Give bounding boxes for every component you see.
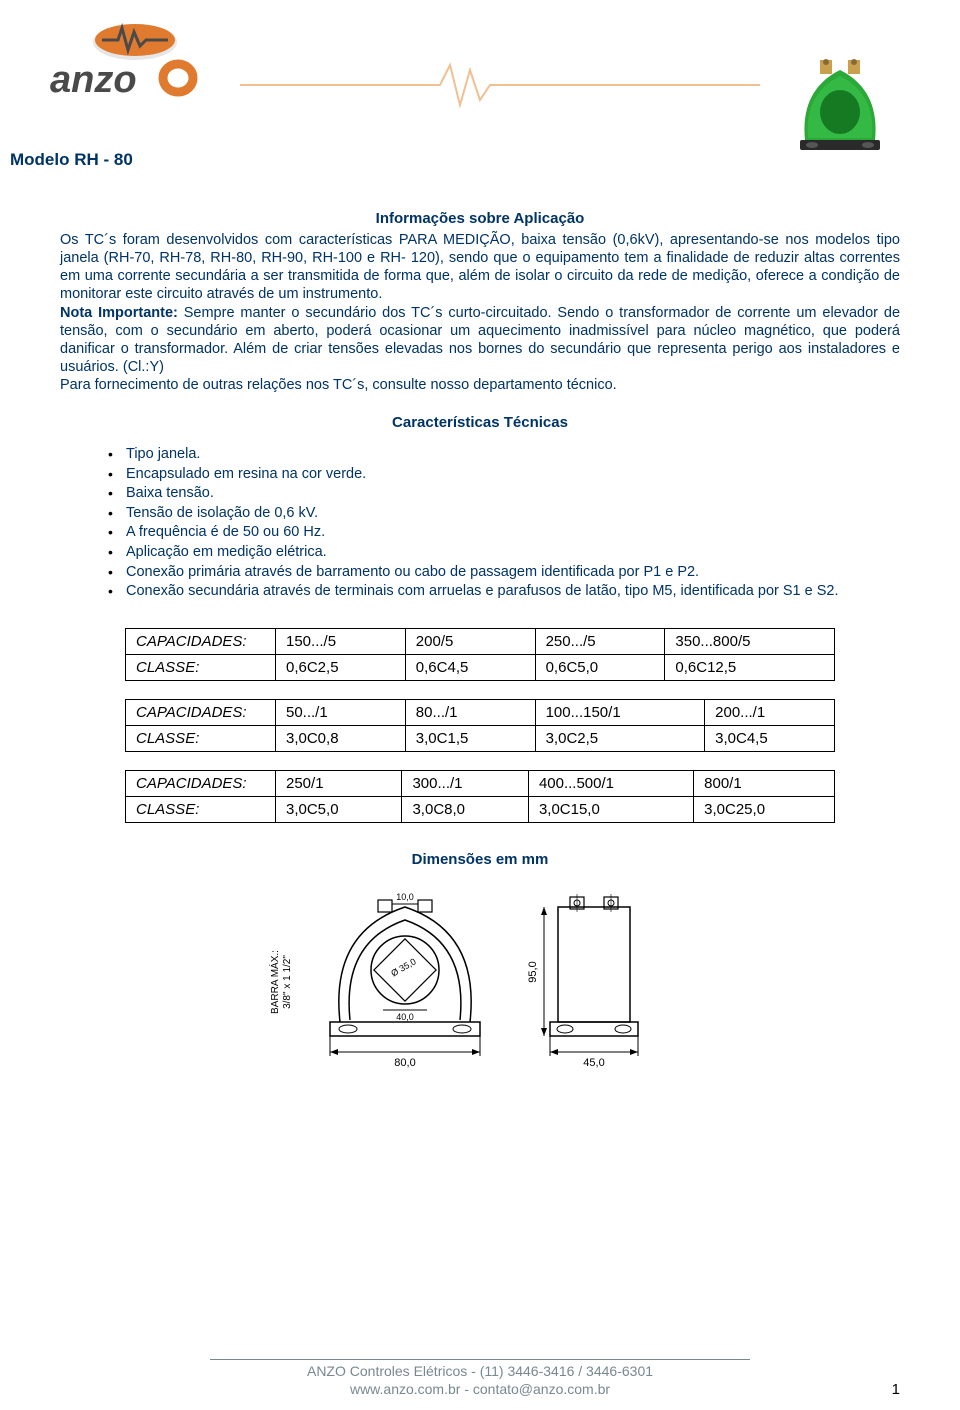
table-row: CAPACIDADES: 250/1 300.../1 400...500/1 … — [126, 770, 835, 796]
list-item: A frequência é de 50 ou 60 Hz. — [108, 523, 900, 543]
cell: 3,0C8,0 — [402, 796, 528, 822]
cell: 3,0C0,8 — [276, 725, 406, 751]
spec-table-3: CAPACIDADES: 250/1 300.../1 400...500/1 … — [125, 770, 835, 823]
svg-text:BARRA MÁX.:: BARRA MÁX.: — [268, 950, 281, 1014]
row-label: CAPACIDADES: — [126, 770, 276, 796]
row-label: CLASSE: — [126, 796, 276, 822]
cell: 300.../1 — [402, 770, 528, 796]
cell: 50.../1 — [276, 699, 406, 725]
model-title: Modelo RH - 80 — [10, 150, 900, 170]
company-logo: anzo — [40, 20, 240, 113]
cell: 200.../1 — [705, 699, 835, 725]
cell: 150.../5 — [276, 628, 406, 654]
row-label: CAPACIDADES: — [126, 699, 276, 725]
list-item: Tipo janela. — [108, 445, 900, 465]
table-row: CAPACIDADES: 50.../1 80.../1 100...150/1… — [126, 699, 835, 725]
cell: 3,0C25,0 — [694, 796, 835, 822]
footer-divider — [210, 1359, 750, 1360]
table-row: CLASSE: 3,0C5,0 3,0C8,0 3,0C15,0 3,0C25,… — [126, 796, 835, 822]
cell: 3,0C15,0 — [528, 796, 693, 822]
spec-table-1: CAPACIDADES: 150.../5 200/5 250.../5 350… — [125, 628, 835, 681]
svg-text:10,0: 10,0 — [396, 892, 414, 902]
features-list: Tipo janela. Encapsulado em resina na co… — [60, 445, 900, 602]
svg-text:45,0: 45,0 — [583, 1057, 604, 1069]
list-item: Baixa tensão. — [108, 484, 900, 504]
ecg-decoration — [240, 60, 760, 110]
page-header: anzo — [60, 20, 900, 140]
svg-text:3/8" x 1 1/2": 3/8" x 1 1/2" — [282, 954, 293, 1008]
cell: 100...150/1 — [535, 699, 705, 725]
cell: 350...800/5 — [665, 628, 835, 654]
product-image — [770, 40, 910, 163]
intro-last-line: Para fornecimento de outras relações nos… — [60, 377, 617, 393]
intro-text-1: Os TC´s foram desenvolvidos com caracter… — [60, 232, 900, 302]
cell: 0,6C2,5 — [276, 654, 406, 680]
intro-title: Informações sobre Aplicação — [60, 210, 900, 227]
list-item: Conexão secundária através de terminais … — [108, 582, 900, 602]
characteristics-title: Características Técnicas — [60, 414, 900, 431]
dimensions-drawing: BARRA MÁX.: 3/8" x 1 1/2" 10,0 Ø 35,0 — [60, 882, 900, 1075]
row-label: CAPACIDADES: — [126, 628, 276, 654]
list-item: Tensão de isolação de 0,6 kV. — [108, 504, 900, 524]
list-item: Encapsulado em resina na cor verde. — [108, 465, 900, 485]
svg-text:40,0: 40,0 — [396, 1012, 414, 1022]
page-number: 1 — [892, 1381, 900, 1398]
cell: 3,0C2,5 — [535, 725, 705, 751]
cell: 800/1 — [694, 770, 835, 796]
cell: 80.../1 — [405, 699, 535, 725]
footer-line-2: www.anzo.com.br - contato@anzo.com.br — [0, 1380, 960, 1398]
svg-text:anzo: anzo — [50, 59, 137, 101]
row-label: CLASSE: — [126, 725, 276, 751]
note-text: Sempre manter o secundário dos TC´s curt… — [60, 305, 900, 375]
row-label: CLASSE: — [126, 654, 276, 680]
intro-paragraph: Os TC´s foram desenvolvidos com caracter… — [60, 231, 900, 394]
svg-text:95,0: 95,0 — [527, 961, 539, 982]
note-label: Nota Importante: — [60, 305, 178, 321]
svg-text:Ø 35,0: Ø 35,0 — [389, 956, 417, 978]
list-item: Conexão primária através de barramento o… — [108, 563, 900, 583]
cell: 200/5 — [405, 628, 535, 654]
cell: 400...500/1 — [528, 770, 693, 796]
cell: 250/1 — [276, 770, 402, 796]
dimensions-title: Dimensões em mm — [60, 851, 900, 868]
page: anzo Modelo RH - 80 Informações sobre A — [0, 0, 960, 1410]
table-row: CLASSE: 0,6C2,5 0,6C4,5 0,6C5,0 0,6C12,5 — [126, 654, 835, 680]
page-footer: ANZO Controles Elétricos - (11) 3446-341… — [0, 1359, 960, 1398]
cell: 0,6C12,5 — [665, 654, 835, 680]
table-row: CLASSE: 3,0C0,8 3,0C1,5 3,0C2,5 3,0C4,5 — [126, 725, 835, 751]
spec-table-2: CAPACIDADES: 50.../1 80.../1 100...150/1… — [125, 699, 835, 752]
cell: 0,6C5,0 — [535, 654, 665, 680]
table-row: CAPACIDADES: 150.../5 200/5 250.../5 350… — [126, 628, 835, 654]
list-item: Aplicação em medição elétrica. — [108, 543, 900, 563]
cell: 0,6C4,5 — [405, 654, 535, 680]
footer-line-1: ANZO Controles Elétricos - (11) 3446-341… — [0, 1362, 960, 1380]
svg-text:80,0: 80,0 — [394, 1057, 415, 1069]
spec-tables-container: CAPACIDADES: 150.../5 200/5 250.../5 350… — [125, 628, 835, 823]
cell: 250.../5 — [535, 628, 665, 654]
cell: 3,0C5,0 — [276, 796, 402, 822]
cell: 3,0C4,5 — [705, 725, 835, 751]
cell: 3,0C1,5 — [405, 725, 535, 751]
